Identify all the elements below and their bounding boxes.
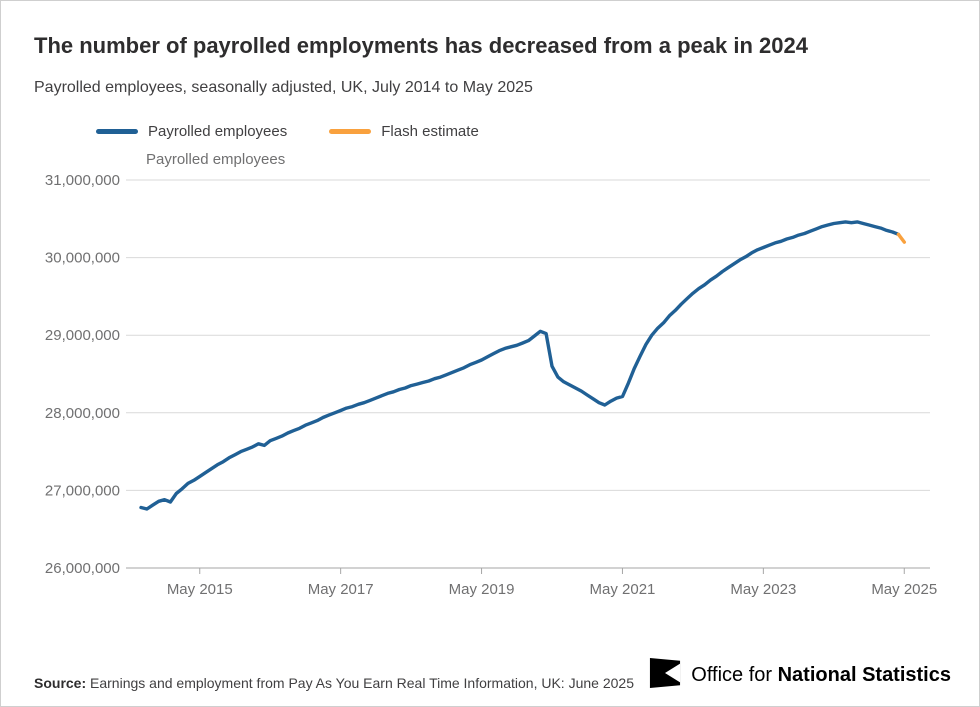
series-line-payrolled-employees — [139, 220, 901, 512]
y-tick-label: 27,000,000 — [45, 483, 120, 500]
ons-logo-text: Office for National Statistics — [691, 664, 951, 687]
page-subtitle: Payrolled employees, seasonally adjusted… — [34, 79, 533, 97]
legend-item-payrolled-employees: Payrolled employees — [96, 123, 287, 140]
payrolled-employees-chart: 26,000,000 27,000,000 28,000,000 29,000,000… — [45, 151, 937, 598]
y-tick-label: 28,000,000 — [45, 405, 120, 422]
x-tick-label: May 2015 — [167, 581, 233, 598]
source-label: Source: — [34, 675, 87, 691]
source-note: Source: Earnings and employment from Pay… — [34, 673, 634, 694]
y-tick-label: 31,000,000 — [45, 172, 120, 189]
ons-logo-text-regular: Office for — [691, 664, 778, 686]
legend-label: Flash estimate — [381, 123, 479, 141]
y-tick-label: 26,000,000 — [45, 560, 120, 577]
y-tick-label: 30,000,000 — [45, 250, 120, 267]
x-tick-label: May 2017 — [308, 581, 374, 598]
x-tick-label: May 2021 — [590, 581, 656, 598]
y-axis-title: Payrolled employees — [146, 151, 285, 168]
ons-logo: Office for National Statistics — [648, 657, 951, 694]
chart-legend: Payrolled employees Flash estimate — [96, 123, 945, 140]
page-title: The number of payrolled employments has … — [34, 33, 808, 58]
chart-area: 26,000,000 27,000,000 28,000,000 29,000,000… — [34, 148, 945, 605]
ons-logo-text-bold: National Statistics — [777, 664, 951, 686]
source-text: Earnings and employment from Pay As You … — [86, 675, 634, 691]
legend-line-swatch — [96, 129, 138, 135]
ons-logo-icon — [648, 657, 682, 694]
series-line-flash-estimate — [896, 232, 906, 245]
y-tick-label: 29,000,000 — [45, 328, 120, 345]
legend-item-flash-estimate: Flash estimate — [329, 123, 479, 140]
footer: Source: Earnings and employment from Pay… — [34, 657, 951, 694]
x-tick-label: May 2019 — [449, 581, 515, 598]
x-tick-label: May 2025 — [871, 581, 937, 598]
legend-line-swatch — [329, 129, 372, 135]
x-tick-label: May 2023 — [730, 581, 796, 598]
legend-label: Payrolled employees — [148, 123, 288, 141]
